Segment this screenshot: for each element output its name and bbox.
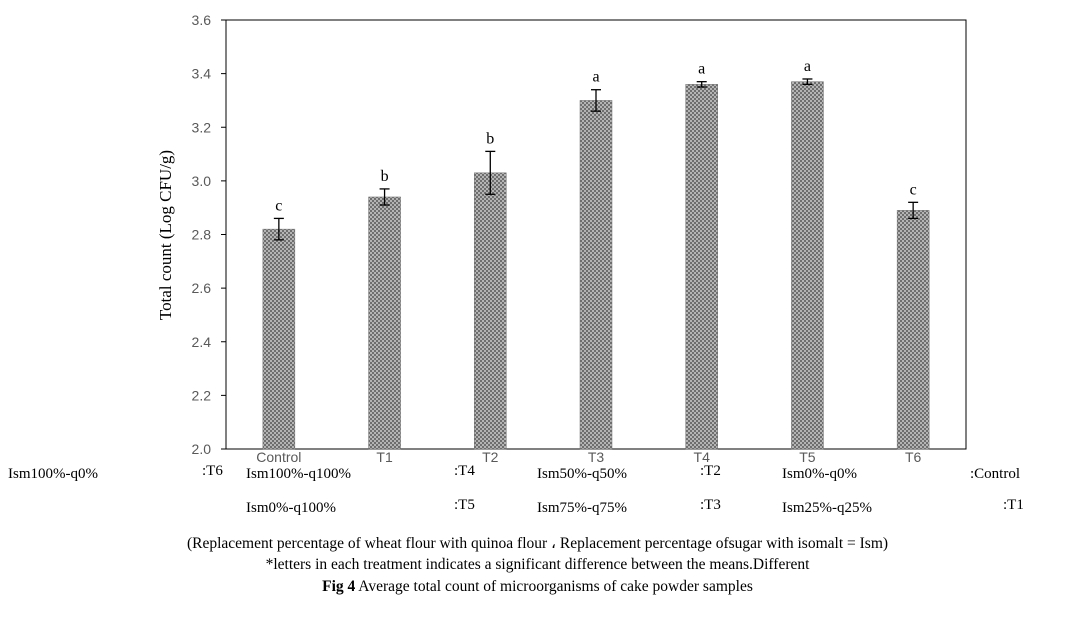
category-label: T6 — [905, 449, 922, 465]
x-axis-labels: Control T1 T2 T3 T4 T5 T6 — [256, 449, 921, 465]
category-label: T2 — [482, 449, 499, 465]
legend-t3-value: Ism75%-q75% — [537, 500, 627, 516]
figure-title: Average total count of microorganisms of… — [355, 578, 753, 595]
bar-control — [262, 228, 296, 450]
legend-t5-key: :T5 — [454, 497, 475, 513]
figure-number: Fig 4 — [322, 578, 356, 595]
legend-t3-key: :T3 — [700, 497, 721, 513]
bar-t5 — [791, 81, 824, 450]
y-axis-ticks: 2.0 2.2 2.4 2.6 2.8 3.0 3.2 3.4 3.6 — [192, 12, 226, 457]
category-label: Control — [256, 449, 301, 465]
y-tick-label: 2.4 — [192, 334, 212, 350]
legend-control-key: :Control — [970, 466, 1021, 482]
y-axis-label: Total count (Log CFU/g) — [156, 150, 175, 320]
caption-significance-note: *letters in each treatment indicates a s… — [265, 556, 810, 573]
category-label: T3 — [588, 449, 605, 465]
legend-t2-key: :T2 — [700, 463, 721, 479]
category-label: T5 — [799, 449, 816, 465]
bar-t6 — [896, 210, 930, 450]
bar-t4 — [685, 84, 718, 450]
significance-letter: a — [592, 69, 599, 86]
bar-t3 — [579, 100, 613, 450]
y-tick-label: 2.6 — [192, 280, 212, 296]
y-tick-label: 3.2 — [192, 119, 212, 135]
y-tick-label: 3.6 — [192, 12, 212, 28]
legend-t4-value: Ism100%-q100% — [246, 466, 351, 482]
bar-chart: 2.0 2.2 2.4 2.6 2.8 3.0 3.2 3.4 3.6 c b b a a a c Cont… — [156, 12, 967, 465]
significance-letter: b — [486, 130, 494, 147]
significance-letter: b — [381, 168, 389, 185]
category-label: T1 — [376, 449, 393, 465]
bar-t1 — [368, 196, 401, 450]
bar-t2 — [474, 172, 507, 450]
significance-letter: a — [698, 61, 705, 78]
y-tick-label: 2.0 — [192, 441, 212, 457]
legend-t1-key: :T1 — [1003, 497, 1024, 513]
figure-caption: Fig 4 Average total count of microorgani… — [0, 578, 1075, 596]
significance-letter: c — [275, 197, 282, 214]
category-label: T4 — [694, 449, 711, 465]
y-tick-label: 3.0 — [192, 173, 212, 189]
y-tick-label: 2.2 — [192, 387, 212, 403]
legend-control-value: Ism0%-q0% — [782, 466, 857, 482]
legend-t1-value: Ism25%-q25% — [782, 500, 872, 516]
significance-letter: c — [910, 181, 917, 198]
legend-t5-value: Ism0%-q100% — [246, 500, 336, 516]
y-tick-label: 2.8 — [192, 227, 212, 243]
significance-letter: a — [804, 58, 811, 75]
y-tick-label: 3.4 — [192, 66, 212, 82]
legend-t6-key: :T6 — [202, 463, 223, 479]
bars: c b b a a a c — [262, 58, 930, 450]
legend-t2-value: Ism50%-q50% — [537, 466, 627, 482]
caption-replacement-note: (Replacement percentage of wheat flour w… — [186, 535, 889, 552]
legend-t6-value: Ism100%-q0% — [8, 466, 98, 482]
legend-t4-key: :T4 — [454, 463, 475, 479]
